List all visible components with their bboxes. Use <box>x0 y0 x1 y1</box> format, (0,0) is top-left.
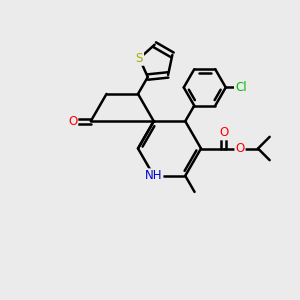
Text: S: S <box>136 52 143 65</box>
Text: Cl: Cl <box>235 81 247 94</box>
Text: O: O <box>68 115 77 128</box>
Text: O: O <box>219 126 228 140</box>
Text: NH: NH <box>145 169 163 182</box>
Text: O: O <box>236 142 244 155</box>
